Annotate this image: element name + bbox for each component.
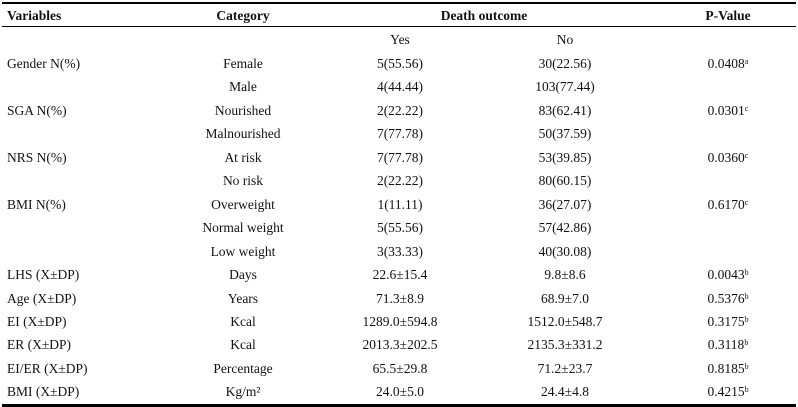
row-yes-value: 5(55.56)	[376, 56, 424, 71]
row-yes-value: 2013.3±202.5	[362, 337, 438, 352]
subheader-yes: Yes	[390, 32, 410, 47]
row-category: Normal weight	[202, 220, 284, 235]
p-value-test-marker: c	[744, 198, 749, 207]
p-value-number: 0.0043	[707, 267, 745, 282]
p-value-number: 0.3118	[707, 337, 745, 352]
row-yes-value: 1(11.11)	[377, 197, 423, 212]
row-variable: NRS N(%)	[7, 150, 67, 165]
row-category: No risk	[222, 173, 264, 188]
row-p-value: 0.0043b	[707, 266, 748, 283]
row-yes-value: 3(33.33)	[376, 244, 424, 259]
row-category: Low weight	[210, 244, 276, 259]
p-value-number: 0.0408	[707, 56, 745, 71]
header-death-outcome: Death outcome	[440, 8, 528, 23]
row-variable: Gender N(%)	[7, 56, 81, 71]
row-variable: BMI N(%)	[7, 197, 66, 212]
row-yes-value: 7(77.78)	[376, 126, 424, 141]
row-yes-value: 24.0±5.0	[376, 384, 424, 399]
p-value-test-marker: b	[744, 268, 749, 277]
p-value-number: 0.3175	[707, 314, 745, 329]
row-yes-value: 2(22.22)	[376, 173, 424, 188]
row-no-value: 40(30.08)	[538, 244, 592, 259]
header-variables: Variables	[7, 8, 62, 23]
row-category: At risk	[224, 150, 262, 165]
row-no-value: 36(27.07)	[538, 197, 592, 212]
row-yes-value: 5(55.56)	[376, 220, 424, 235]
row-yes-value: 4(44.44)	[376, 79, 424, 94]
p-value-number: 0.0301	[707, 103, 745, 118]
row-p-value: 0.8185b	[707, 360, 748, 377]
row-variable: BMI (X±DP)	[7, 384, 80, 399]
row-p-value: 0.3118b	[708, 336, 749, 353]
row-no-value: 103(77.44)	[535, 79, 595, 94]
row-p-value: 0.0301c	[708, 102, 749, 119]
row-category: Kg/m²	[225, 384, 261, 399]
row-no-value: 57(42.86)	[538, 220, 592, 235]
p-value-test-marker: b	[744, 315, 749, 324]
row-p-value: 0.0408a	[708, 55, 749, 72]
row-category: Overweight	[211, 197, 275, 212]
row-variable: EI (X±DP)	[7, 314, 67, 329]
p-value-test-marker: a	[744, 57, 749, 66]
row-no-value: 9.8±8.6	[544, 267, 586, 282]
row-category: Kcal	[230, 337, 256, 352]
row-p-value: 0.3175b	[707, 313, 748, 330]
row-yes-value: 2(22.22)	[376, 103, 424, 118]
header-category: Category	[216, 8, 270, 23]
subheader-no: No	[556, 32, 574, 47]
row-no-value: 53(39.85)	[538, 150, 592, 165]
row-category: Male	[229, 79, 257, 94]
header-p-value: P-Value	[705, 8, 751, 23]
row-category: Malnourished	[205, 126, 281, 141]
row-p-value: 0.6170c	[708, 196, 749, 213]
p-value-test-marker: c	[744, 151, 749, 160]
row-yes-value: 7(77.78)	[376, 150, 424, 165]
row-yes-value: 1289.0±594.8	[362, 314, 438, 329]
row-category: Female	[223, 56, 263, 71]
row-variable: EI/ER (X±DP)	[7, 361, 88, 376]
row-variable: SGA N(%)	[7, 103, 67, 118]
row-no-value: 30(22.56)	[538, 56, 592, 71]
p-value-number: 0.0360	[707, 150, 745, 165]
row-category: Years	[227, 291, 259, 306]
p-value-test-marker: b	[744, 385, 749, 394]
row-p-value: 0.4215b	[707, 383, 748, 400]
p-value-number: 0.8185	[707, 361, 745, 376]
row-no-value: 50(37.59)	[538, 126, 592, 141]
bottom-rule	[2, 404, 796, 407]
p-value-test-marker: b	[744, 292, 749, 301]
row-no-value: 68.9±7.0	[541, 291, 589, 306]
row-category: Percentage	[213, 361, 273, 376]
row-variable: ER (X±DP)	[7, 337, 72, 352]
row-no-value: 24.4±4.8	[541, 384, 589, 399]
row-category: Kcal	[230, 314, 256, 329]
p-value-number: 0.5376	[707, 291, 745, 306]
row-category: Nourished	[214, 103, 272, 118]
row-no-value: 2135.3±331.2	[527, 337, 603, 352]
p-value-number: 0.4215	[707, 384, 745, 399]
row-variable: Age (X±DP)	[7, 291, 77, 306]
header-rule	[2, 26, 796, 27]
row-category: Days	[229, 267, 257, 282]
row-no-value: 1512.0±548.7	[527, 314, 603, 329]
row-p-value: 0.5376b	[707, 290, 748, 307]
row-yes-value: 65.5±29.8	[372, 361, 428, 376]
p-value-test-marker: c	[744, 104, 749, 113]
row-no-value: 71.2±23.7	[537, 361, 593, 376]
row-yes-value: 22.6±15.4	[372, 267, 428, 282]
row-yes-value: 71.3±8.9	[376, 291, 424, 306]
p-value-test-marker: b	[744, 338, 749, 347]
p-value-test-marker: b	[744, 362, 749, 371]
row-p-value: 0.0360c	[708, 149, 749, 166]
row-no-value: 80(60.15)	[538, 173, 592, 188]
top-rule	[2, 2, 796, 4]
row-variable: LHS (X±DP)	[7, 267, 80, 282]
row-no-value: 83(62.41)	[538, 103, 592, 118]
p-value-number: 0.6170	[707, 197, 745, 212]
